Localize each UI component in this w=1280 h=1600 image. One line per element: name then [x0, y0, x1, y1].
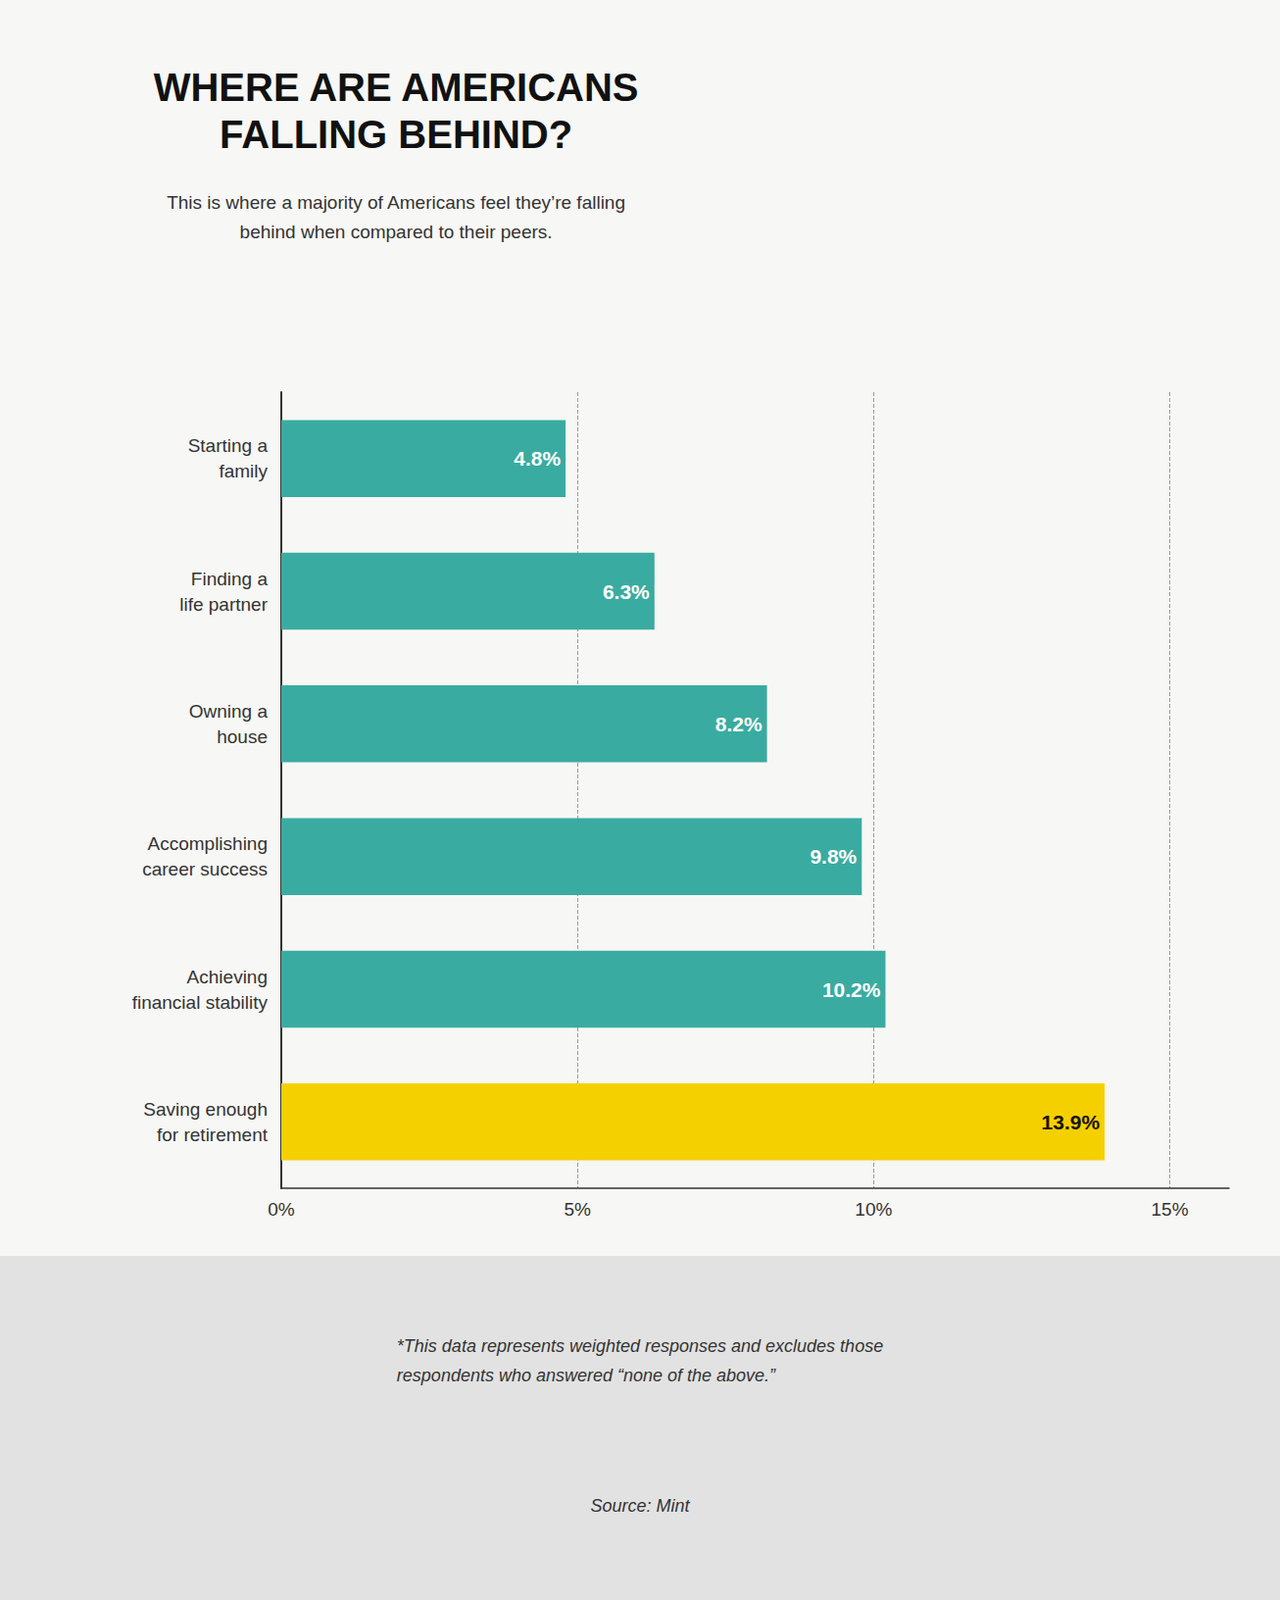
svg-text:for retirement: for retirement	[156, 1124, 269, 1145]
svg-text:Finding a: Finding a	[191, 568, 269, 590]
svg-text:financial stability: financial stability	[132, 991, 269, 1013]
svg-text:0%: 0%	[267, 1198, 296, 1220]
svg-text:Owning a: Owning a	[189, 700, 269, 722]
svg-text:8.2%: 8.2%	[715, 712, 763, 736]
svg-text:4.8%: 4.8%	[513, 446, 561, 470]
svg-text:respondents who answered “none: respondents who answered “none of the ab…	[396, 1365, 777, 1385]
svg-text:9.8%: 9.8%	[809, 844, 857, 868]
svg-text:5%: 5%	[563, 1198, 591, 1220]
svg-text:family: family	[218, 460, 268, 482]
svg-text:FALLING BEHIND?: FALLING BEHIND?	[219, 112, 573, 156]
svg-text:10.2%: 10.2%	[822, 978, 882, 1001]
svg-text:Saving enough: Saving enough	[143, 1098, 268, 1120]
svg-text:WHERE ARE AMERICANS: WHERE ARE AMERICANS	[153, 65, 640, 109]
svg-text:15%: 15%	[1151, 1198, 1189, 1220]
svg-text:*This data represents weighted: *This data represents weighted responses…	[396, 1335, 884, 1356]
svg-text:Source: Mint: Source: Mint	[590, 1495, 690, 1516]
svg-text:life partner: life partner	[179, 593, 268, 615]
svg-text:behind when compared to their: behind when compared to their peers.	[240, 221, 553, 243]
svg-text:10%: 10%	[854, 1198, 892, 1220]
svg-text:Starting a: Starting a	[188, 435, 269, 456]
svg-text:6.3%: 6.3%	[602, 580, 650, 603]
svg-text:Accomplishing: Accomplishing	[147, 833, 269, 854]
svg-text:house: house	[216, 726, 268, 747]
svg-text:career success: career success	[142, 858, 268, 880]
svg-text:13.9%: 13.9%	[1041, 1110, 1101, 1133]
svg-text:This is where a majority of Am: This is where a majority of Americans fe…	[166, 192, 626, 213]
svg-text:Achieving: Achieving	[187, 966, 268, 987]
